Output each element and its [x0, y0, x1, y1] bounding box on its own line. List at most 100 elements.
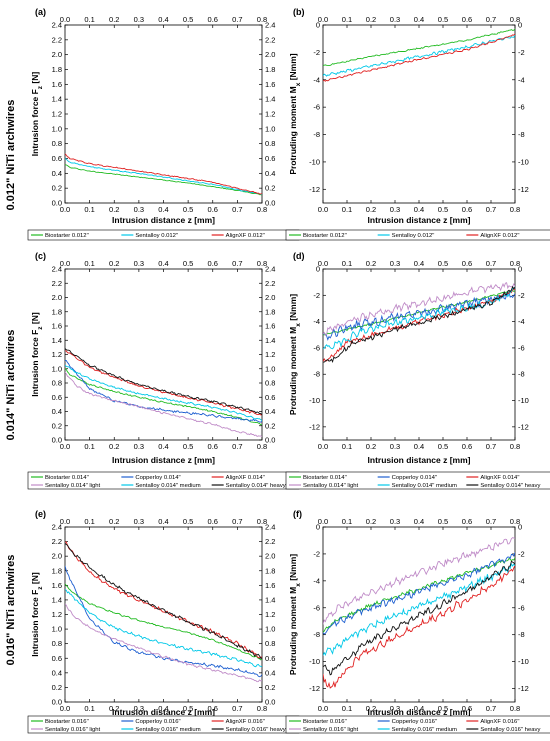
y-tick-label: 2.0 — [52, 50, 62, 59]
row-label-1: 0.012" NiTi archwires — [5, 100, 17, 211]
y-tick-label: 2.4 — [52, 265, 62, 274]
y-tick-label: -8 — [313, 370, 320, 379]
legend-entry: Biostarter 0.014" — [45, 475, 89, 481]
series-line — [65, 153, 262, 195]
series-line — [65, 348, 262, 416]
x-tick-label-top: 0.3 — [134, 517, 144, 526]
x-tick-label-top: 0.6 — [208, 15, 218, 24]
chart-panel: 0.00.00.10.10.20.20.30.30.40.40.50.50.60… — [285, 251, 550, 490]
legend: Biostarter 0.016" Copperloy 0.016" AlignXF… — [285, 715, 550, 734]
x-axis-label: Intrusion distance z [mm] — [368, 215, 471, 225]
legend-entry: Copperloy 0.014" — [135, 475, 180, 481]
x-tick-label-top: 0.6 — [462, 15, 472, 24]
y-tick-label: 1.0 — [52, 124, 62, 133]
x-tick-label: 0.4 — [158, 704, 168, 713]
x-axis-label: Intrusion distance z [mm] — [368, 455, 471, 465]
y-tick-label-right: -12 — [518, 185, 529, 194]
legend-entry: Sentalloy 0.016" medium — [135, 727, 200, 733]
x-tick-label: 0.5 — [438, 704, 448, 713]
legend: Biostarter 0.012" Sentalloy 0.012" AlignXF… — [285, 229, 550, 241]
x-tick-label: 0.6 — [208, 704, 218, 713]
x-tick-label: 0.7 — [232, 704, 242, 713]
y-axis-label: Intrusion force Fz [N] — [30, 72, 44, 157]
series-group — [65, 153, 262, 196]
y-tick-label: 1.4 — [52, 95, 62, 104]
x-tick-label-top: 0.3 — [390, 15, 400, 24]
y-tick-label-right: 0 — [518, 21, 522, 30]
y-tick-label: 1.0 — [52, 625, 62, 634]
x-axis-label: Intrusion distance z [mm] — [112, 215, 215, 225]
y-tick-label: 1.8 — [52, 65, 62, 74]
y-tick-label: 0.2 — [52, 683, 62, 692]
y-tick-label-right: 1.4 — [265, 336, 275, 345]
x-tick-label-top: 0.3 — [134, 259, 144, 268]
series-line — [323, 282, 515, 337]
y-tick-label: -12 — [309, 422, 320, 431]
y-tick-label: 0.8 — [52, 379, 62, 388]
x-tick-label: 0.5 — [438, 442, 448, 451]
y-tick-label: 0.6 — [52, 393, 62, 402]
series-group — [323, 282, 515, 363]
x-tick-label-top: 0.4 — [158, 259, 168, 268]
panel-label: (f) — [293, 509, 302, 519]
x-tick-label-top: 0.5 — [438, 15, 448, 24]
series-line — [323, 28, 515, 67]
y-tick-label: 0.0 — [52, 199, 62, 208]
y-tick-label: 1.8 — [52, 307, 62, 316]
x-axis-label: Intrusion distance z [mm] — [112, 707, 215, 717]
y-tick-label: 0.4 — [52, 668, 62, 677]
legend-entry: Biostarter 0.012" — [45, 233, 89, 239]
y-tick-label-right: -6 — [518, 103, 525, 112]
x-tick-label-top: 0.6 — [462, 517, 472, 526]
x-tick-label: 0.6 — [462, 704, 472, 713]
x-tick-label: 0.4 — [158, 205, 168, 214]
y-tick-label-right: 1.8 — [265, 307, 275, 316]
y-tick-label: 0.4 — [52, 407, 62, 416]
y-tick-label: 2.0 — [52, 552, 62, 561]
y-tick-label: 1.6 — [52, 80, 62, 89]
x-tick-label-top: 0.2 — [109, 517, 119, 526]
x-tick-label-top: 0.8 — [257, 259, 267, 268]
series-line — [65, 350, 262, 416]
legend-entry: AlignXF 0.014" — [480, 475, 519, 481]
x-tick-label-top: 0.1 — [342, 259, 352, 268]
x-tick-label: 0.7 — [486, 205, 496, 214]
y-tick-label: -2 — [313, 48, 320, 57]
x-tick-label: 0.0 — [318, 442, 328, 451]
series-line — [65, 603, 262, 683]
x-tick-label-top: 0.3 — [134, 15, 144, 24]
x-tick-label: 0.2 — [366, 205, 376, 214]
x-tick-label-top: 0.4 — [414, 259, 424, 268]
y-tick-label-right: 0.2 — [265, 421, 275, 430]
plot-frame — [64, 24, 263, 204]
x-tick-label: 0.7 — [232, 205, 242, 214]
y-tick-label: -2 — [313, 291, 320, 300]
x-tick-label-top: 0.4 — [414, 15, 424, 24]
legend: Biostarter 0.016" Copperloy 0.016" AlignXF… — [27, 715, 300, 734]
x-tick-label-top: 0.2 — [366, 259, 376, 268]
panel-label: (c) — [35, 251, 46, 261]
x-tick-label-top: 0.1 — [342, 15, 352, 24]
x-tick-label-top: 0.0 — [60, 259, 70, 268]
y-tick-label-right: 0 — [518, 265, 522, 274]
series-line — [323, 285, 515, 363]
x-tick-label-top: 0.2 — [109, 15, 119, 24]
y-tick-label-right: 0.6 — [265, 654, 275, 663]
x-tick-label: 0.8 — [257, 442, 267, 451]
panel-label: (e) — [35, 509, 46, 519]
y-tick-label: 1.4 — [52, 336, 62, 345]
y-axis-label: Protruding moment Mx [Nmm] — [288, 554, 302, 675]
legend-entry: Copperloy 0.016" — [392, 719, 437, 725]
y-tick-label: 0.6 — [52, 654, 62, 663]
plot-frame — [322, 526, 516, 703]
chart-panel: 0.00.00.10.10.20.20.30.30.40.40.50.50.60… — [27, 7, 300, 241]
x-tick-label-top: 0.1 — [84, 517, 94, 526]
x-tick-label-top: 0.8 — [510, 517, 520, 526]
x-tick-label-top: 0.0 — [60, 517, 70, 526]
x-tick-label-top: 0.1 — [84, 259, 94, 268]
y-tick-label-right: 2.0 — [265, 293, 275, 302]
y-tick-label: 0 — [316, 21, 320, 30]
series-line — [323, 562, 515, 657]
y-tick-label-right: 2.4 — [265, 523, 275, 532]
y-tick-label-right: 2.2 — [265, 537, 275, 546]
